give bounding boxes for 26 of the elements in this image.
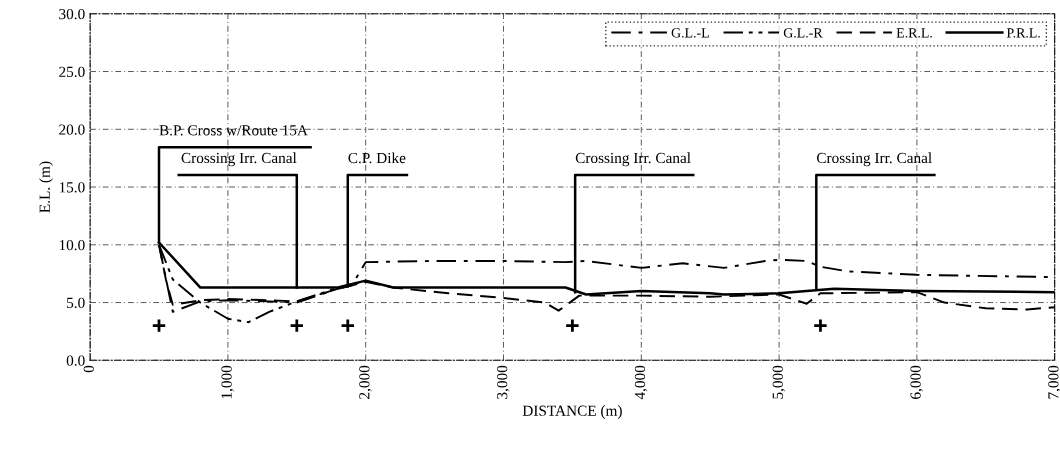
- annotation: B.P. Cross w/Route 15A: [159, 125, 308, 136]
- legend-label: G.L.-L: [671, 28, 709, 38]
- x-tick-label: 1,000: [221, 365, 234, 399]
- annotation: Crossing Irr. Canal: [575, 152, 691, 167]
- y-tick-label: 20.0: [59, 124, 85, 135]
- x-tick-label: 7,000: [1048, 365, 1060, 399]
- x-tick-label: 6,000: [910, 365, 923, 399]
- x-tick-label: 2,000: [359, 365, 372, 399]
- x-tick-label: 3,000: [497, 365, 510, 399]
- legend-label: P.R.L.: [1006, 28, 1040, 38]
- x-axis-title: DISTANCE (m): [522, 405, 622, 419]
- x-tick-label: 0: [83, 365, 94, 373]
- annotation: Crossing Irr. Canal: [816, 152, 932, 167]
- annotation: Crossing Irr. Canal: [181, 152, 297, 167]
- annotation: C.P. Dike: [348, 152, 406, 164]
- y-tick-label: 25.0: [59, 66, 85, 78]
- y-tick-label: 0.0: [66, 355, 85, 366]
- y-tick-label: 5.0: [67, 297, 85, 309]
- legend-label: G.L.-R: [783, 28, 823, 38]
- y-tick-label: 15.0: [59, 182, 85, 193]
- x-tick-label: 5,000: [772, 365, 786, 399]
- x-tick-label: 4,000: [634, 365, 648, 400]
- y-axis-title: E.L. (m): [39, 161, 53, 213]
- y-tick-label: 30.0: [59, 8, 85, 20]
- y-tick-label: 10.0: [59, 239, 85, 251]
- legend-label: E.R.L.: [896, 28, 932, 38]
